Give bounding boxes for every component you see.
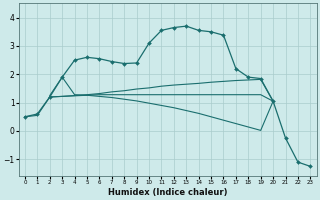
X-axis label: Humidex (Indice chaleur): Humidex (Indice chaleur): [108, 188, 228, 197]
